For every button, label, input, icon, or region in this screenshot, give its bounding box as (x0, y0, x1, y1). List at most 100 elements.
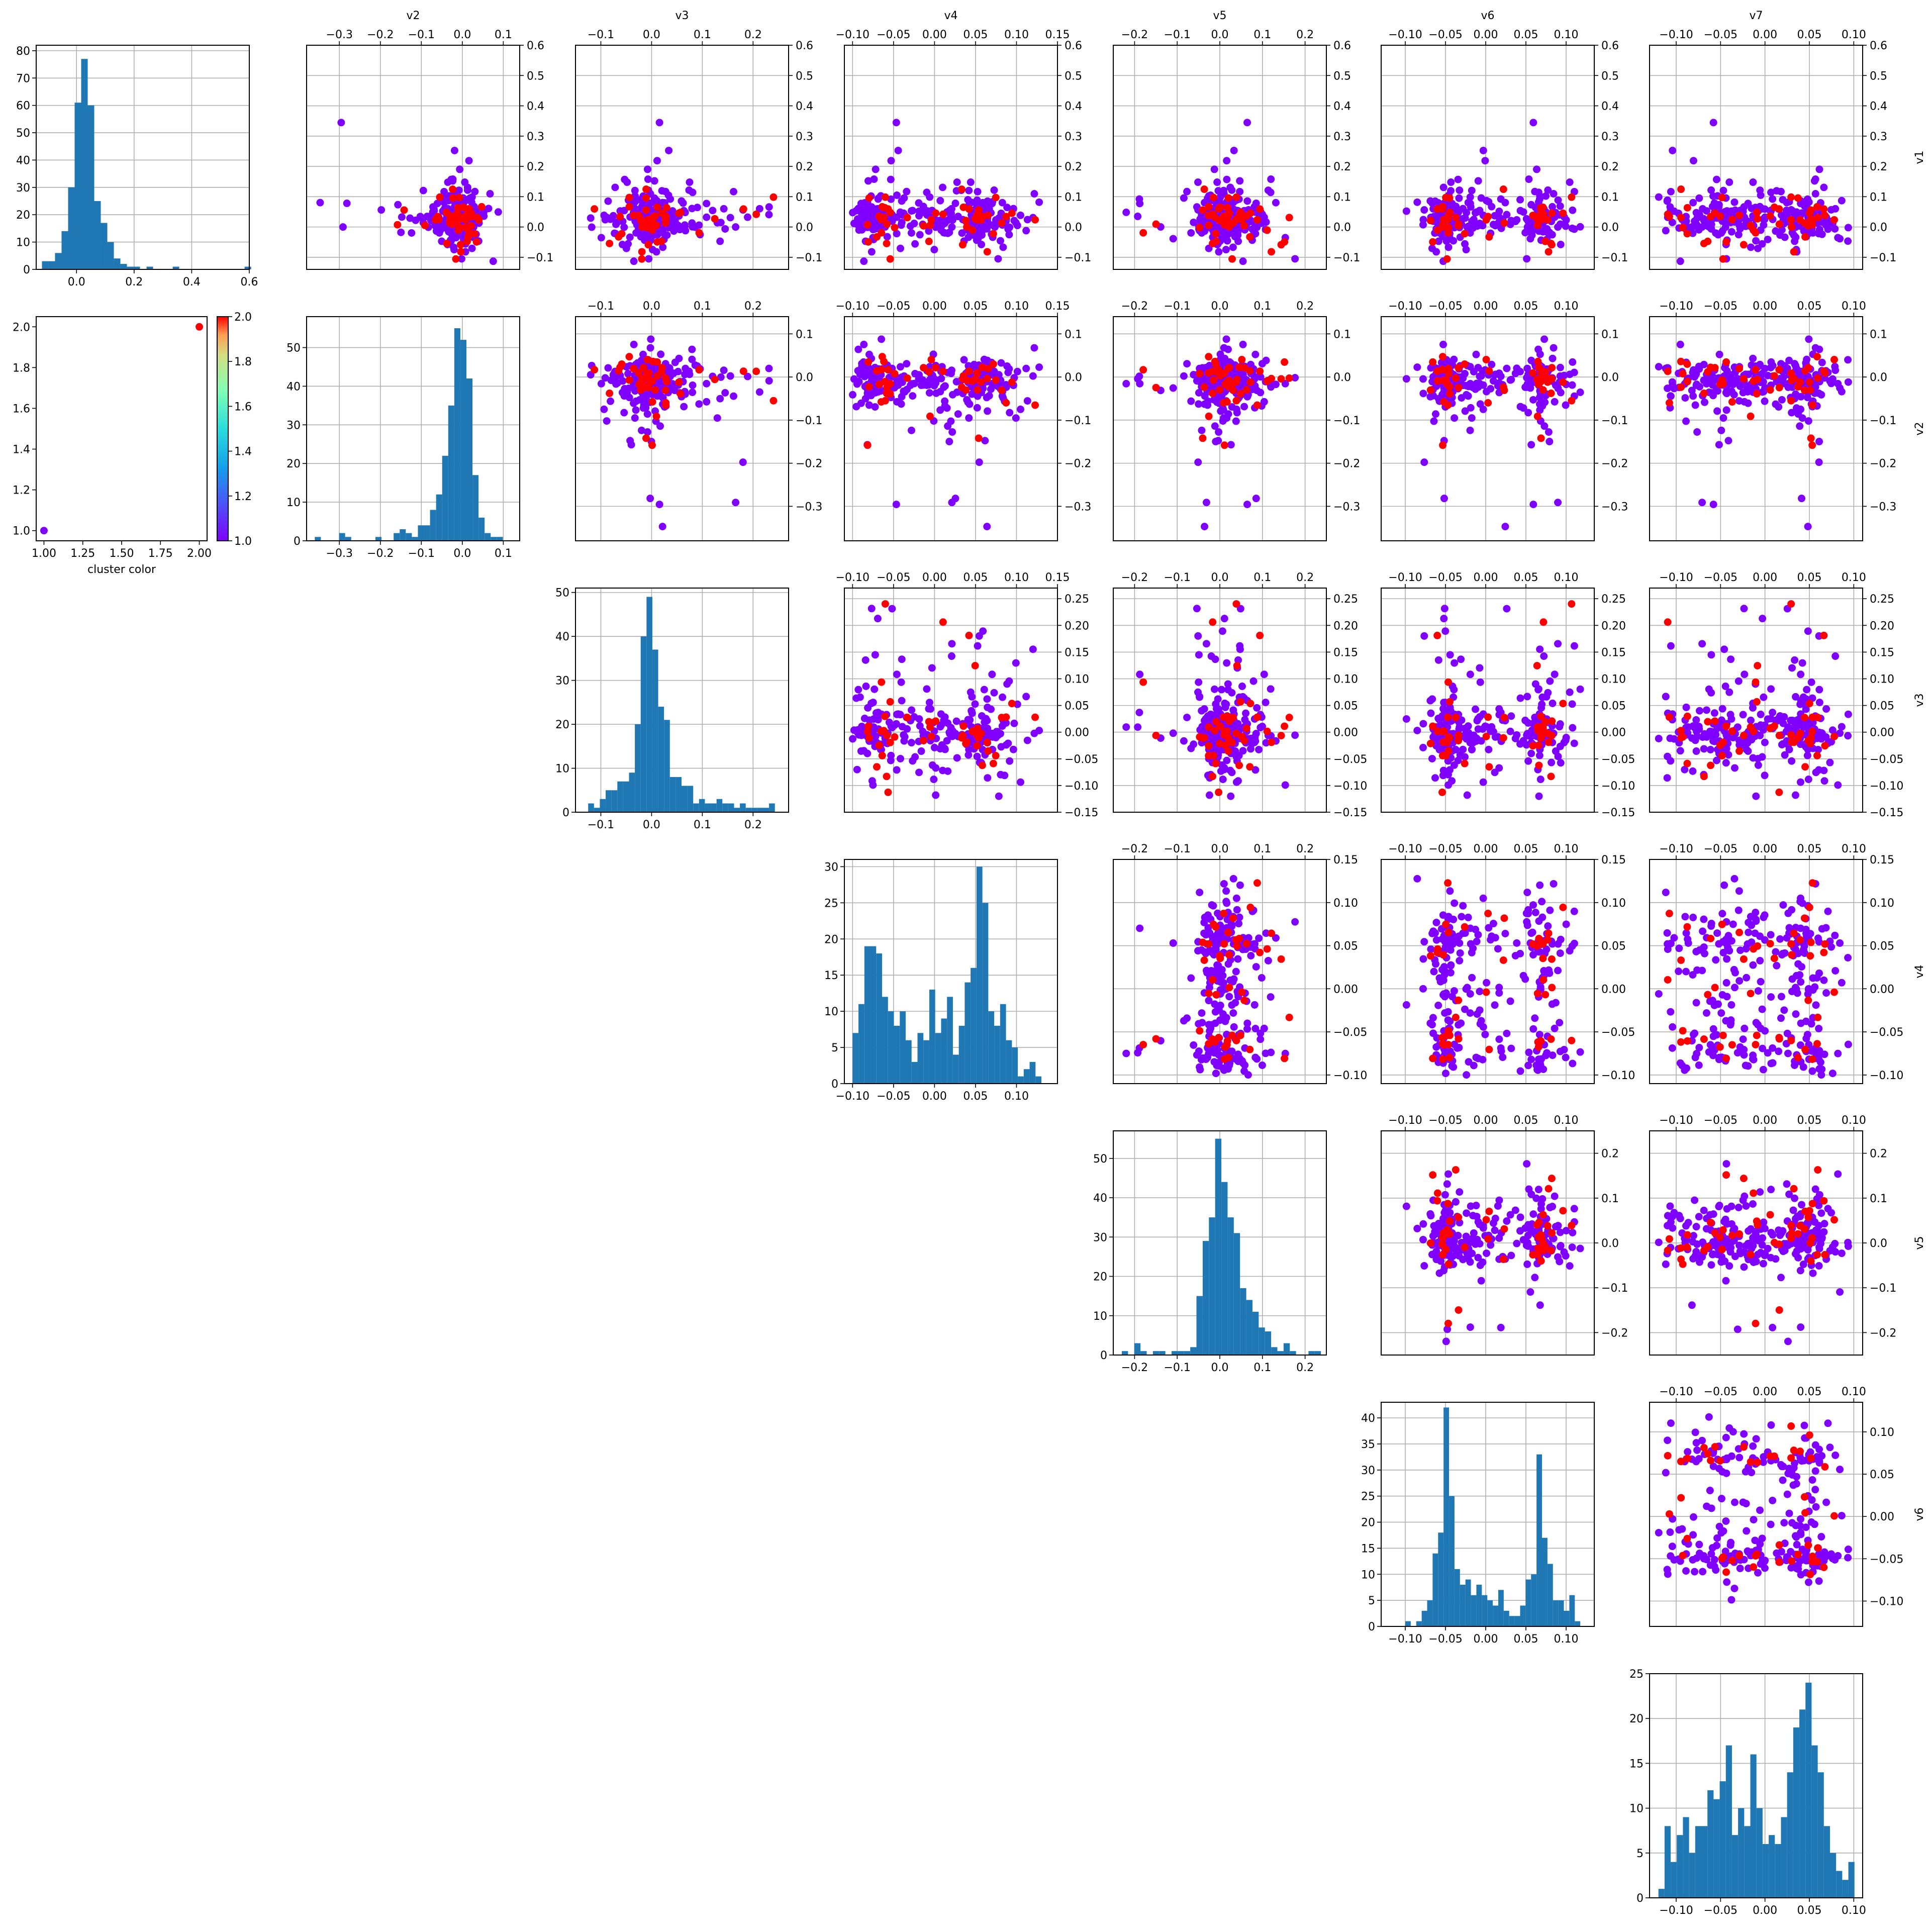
scatter-point-cluster-1 (1557, 241, 1565, 248)
hist-tick-label-y: 0 (294, 535, 301, 548)
hist-bar-v6 (1438, 1532, 1443, 1626)
hist-bar-v4 (1006, 1040, 1012, 1084)
scatter-point-cluster-1 (1195, 679, 1202, 686)
scatter-tick-label-y: 0.0 (796, 371, 813, 384)
scatter-tick-label-x: 0.2 (744, 29, 762, 41)
scatter-point-cluster-2 (1278, 732, 1285, 739)
scatter-tick-label-x: 0.00 (1753, 300, 1777, 313)
scatter-point-cluster-1 (703, 398, 710, 406)
scatter-tick-label-y: 0.3 (1601, 131, 1619, 143)
scatter-point-cluster-2 (1139, 366, 1147, 373)
hist-bar-v4 (953, 1054, 959, 1084)
hist-bar-v2 (466, 378, 472, 541)
hist-bar-v6 (1515, 1616, 1520, 1626)
scatter-point-cluster-2 (1547, 390, 1555, 397)
scatter-point-cluster-2 (887, 380, 894, 388)
column-label-v4: v4 (944, 10, 957, 22)
scatter-point-cluster-1 (1180, 195, 1188, 202)
hist-bar-v5 (1240, 1288, 1246, 1355)
scatter-point-cluster-1 (1725, 178, 1733, 186)
scatter-tick-label-x: 0.0 (643, 300, 660, 313)
scatter-point-cluster-1 (1818, 359, 1826, 366)
scatter-point-cluster-1 (1713, 407, 1721, 415)
scatter-point-cluster-1 (1481, 157, 1489, 164)
scatter-point-cluster-2 (926, 222, 934, 229)
scatter-point-cluster-2 (1452, 214, 1460, 221)
scatter-point-cluster-2 (1771, 372, 1778, 379)
scatter-point-cluster-1 (1227, 793, 1234, 800)
scatter-point-cluster-2 (1278, 241, 1285, 248)
hist-bar-v7 (1799, 1709, 1805, 1898)
hist-bar-v6 (1466, 1580, 1471, 1626)
scatter-point-cluster-1 (868, 605, 876, 612)
scatter-point-cluster-2 (642, 434, 650, 442)
hist-bar-v7 (1732, 1835, 1738, 1898)
scatter-point-cluster-2 (1031, 402, 1039, 409)
scatter-point-cluster-2 (1568, 194, 1575, 201)
scatter-point-cluster-2 (1807, 434, 1815, 442)
scatter-point-cluster-2 (740, 367, 747, 375)
hist-bar-v2 (412, 537, 418, 541)
scatter-point-cluster-1 (1690, 157, 1697, 164)
scatter-point-cluster-1 (887, 757, 895, 764)
scatter-point-cluster-1 (1691, 218, 1698, 225)
scatter-point-cluster-1 (721, 225, 729, 233)
hist-tick-label-y: 20 (1361, 1517, 1375, 1529)
scatter-point-cluster-1 (1700, 376, 1707, 384)
scatter-point-cluster-2 (1801, 233, 1809, 241)
scatter-point-cluster-1 (1234, 777, 1242, 785)
scatter-point-cluster-1 (964, 399, 972, 406)
scatter-point-cluster-2 (972, 662, 979, 669)
scatter-point-cluster-1 (893, 119, 900, 126)
hist-bar-v7 (1849, 1862, 1855, 1898)
scatter-point-cluster-2 (891, 224, 898, 231)
scatter-tick-label-x: 0.10 (1554, 29, 1579, 41)
scatter-point-cluster-1 (1236, 177, 1243, 184)
scatter-point-cluster-2 (1002, 399, 1010, 407)
scatter-point-cluster-2 (1246, 700, 1254, 707)
scatter-point-cluster-1 (1571, 369, 1578, 376)
scatter-point-cluster-1 (915, 375, 923, 382)
scatter-point-cluster-2 (1427, 387, 1434, 394)
scatter-point-cluster-1 (1198, 427, 1205, 434)
scatter-point-cluster-1 (908, 427, 915, 434)
scatter-tick-label-y: 0.1 (1601, 191, 1619, 204)
scatter-point-cluster-2 (649, 398, 656, 406)
scatter-point-cluster-1 (620, 409, 628, 417)
scatter-point-cluster-2 (1216, 740, 1223, 747)
hist-bar-v7 (1671, 1862, 1677, 1898)
scatter-point-cluster-1 (1222, 704, 1229, 711)
scatter-tick-label-x: 0.00 (922, 29, 947, 41)
scatter-tick-label-x: −0.2 (367, 29, 394, 41)
scatter-point-cluster-1 (1446, 651, 1454, 658)
scatter-point-cluster-1 (999, 694, 1006, 701)
scatter-point-cluster-1 (1562, 223, 1570, 230)
hist-bar-v6 (1536, 1455, 1542, 1626)
scatter-point-cluster-1 (644, 175, 652, 183)
scatter-point-cluster-1 (1709, 192, 1717, 200)
scatter-tick-label-y: −0.2 (796, 458, 822, 470)
scatter-point-cluster-1 (987, 706, 995, 713)
hist-bar-v3 (705, 804, 711, 812)
scatter-tick-label-x: −0.2 (1121, 300, 1148, 313)
scatter-point-cluster-1 (1566, 178, 1574, 186)
scatter-point-cluster-1 (948, 366, 955, 374)
scatter-point-cluster-1 (1135, 709, 1143, 716)
scatter-point-cluster-2 (1139, 679, 1147, 686)
scatter-point-cluster-1 (1232, 418, 1240, 425)
scatter-point-cluster-1 (1224, 346, 1232, 353)
scatter-point-cluster-1 (1004, 369, 1012, 376)
hist-bar-v2 (491, 537, 497, 541)
scatter-point-cluster-1 (849, 391, 856, 399)
scatter-point-cluster-1 (1710, 119, 1717, 126)
hist-tick-label-y: 20 (1093, 1271, 1107, 1284)
scatter-point-cluster-1 (1757, 191, 1765, 199)
scatter-point-cluster-1 (623, 178, 631, 186)
scatter-point-cluster-1 (946, 730, 953, 738)
scatter-point-cluster-2 (998, 387, 1005, 394)
hist-tick-label-x: 0.00 (922, 1090, 947, 1103)
hist-bar-v2 (406, 533, 412, 541)
scatter-point-cluster-2 (1775, 366, 1783, 373)
